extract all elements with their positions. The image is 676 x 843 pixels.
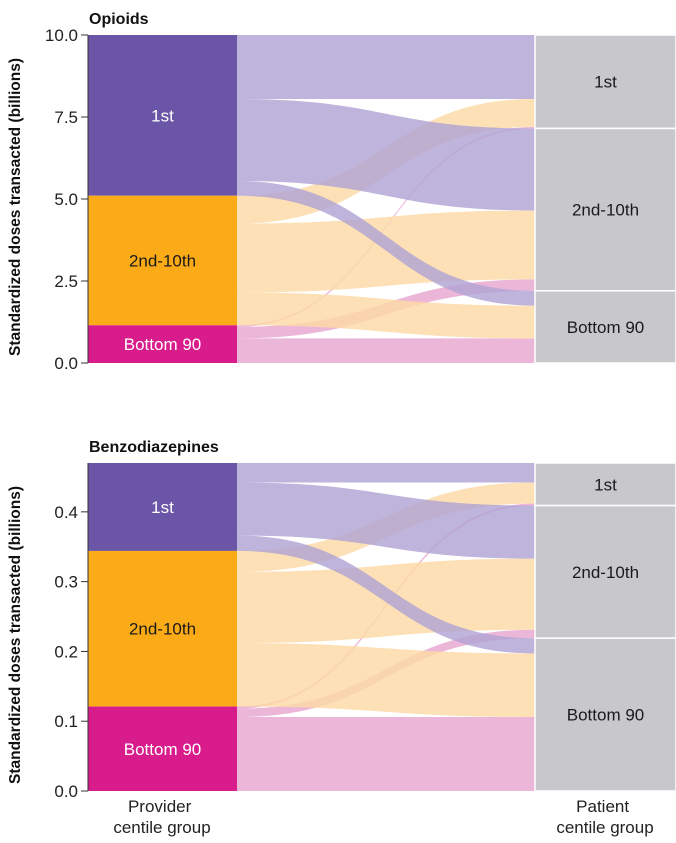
source-axis-label-line1: Provider — [128, 797, 192, 816]
panel-title: Benzodiazepines — [89, 439, 219, 456]
flow-2nd-10th-to-2nd-10th — [237, 210, 535, 293]
target-node-label-2nd-10th: 2nd-10th — [572, 201, 639, 220]
y-tick-label: 7.5 — [54, 108, 78, 127]
source-node-label-1st: 1st — [151, 106, 174, 125]
y-tick-label: 0.1 — [54, 712, 78, 731]
source-node-2nd-10th — [88, 195, 237, 326]
source-node-bottom-90 — [88, 706, 237, 791]
flow-1st-to-2nd-10th — [237, 482, 535, 559]
flow-2nd-10th-to-bottom-90 — [237, 292, 535, 339]
flow-2nd-10th-to-bottom-90 — [237, 643, 535, 718]
target-node-label-2nd-10th: 2nd-10th — [572, 563, 639, 582]
flow-1st-to-2nd-10th — [237, 98, 535, 211]
y-tick-label: 0.0 — [54, 354, 78, 373]
flow-bottom-90-to-bottom-90 — [237, 717, 535, 791]
target-node-label-1st: 1st — [594, 73, 617, 92]
target-node-label-bottom-90: Bottom 90 — [567, 318, 645, 337]
flows — [237, 463, 535, 791]
y-axis-label: Standardized doses transacted (billions) — [7, 486, 24, 784]
panel-title: Opioids — [89, 11, 149, 28]
y-tick-label: 0.0 — [54, 782, 78, 801]
flow-1st-to-1st — [237, 35, 535, 99]
target-node-1st — [534, 34, 676, 130]
target-node-2nd-10th — [534, 127, 676, 292]
source-node-label-bottom-90: Bottom 90 — [124, 335, 202, 354]
source-node-1st — [88, 35, 237, 196]
source-node-bottom-90 — [88, 325, 237, 363]
target-axis-label: Patient centile group — [556, 797, 653, 837]
flow-bottom-90-to-bottom-90 — [237, 338, 535, 363]
source-node-label-2nd-10th: 2nd-10th — [129, 620, 196, 639]
flow-1st-to-1st — [237, 463, 535, 483]
flow-1st-to-bottom-90 — [237, 535, 535, 654]
y-tick-label: 5.0 — [54, 190, 78, 209]
y-tick-label: 0.3 — [54, 573, 78, 592]
flow-1st-to-bottom-90 — [237, 180, 535, 306]
target-axis-label-line1: Patient — [576, 797, 629, 816]
y-tick-label: 10.0 — [45, 26, 78, 45]
source-node-2nd-10th — [88, 550, 237, 707]
target-node-label-bottom-90: Bottom 90 — [567, 706, 645, 725]
y-axis-label: Standardized doses transacted (billions) — [7, 58, 24, 356]
target-node-bottom-90 — [534, 290, 676, 364]
target-node-bottom-90 — [534, 637, 676, 792]
source-node-label-1st: 1st — [151, 498, 174, 517]
panel-benzodiazepines: 1st 2nd-10th Bottom 90 1st 2nd-10th Bottom 90… — [7, 439, 676, 801]
panel-opioids: 1st 2nd-10th Bottom 90 1st 2nd-10th Bottom 90… — [7, 11, 676, 373]
source-node-label-2nd-10th: 2nd-10th — [129, 252, 196, 271]
target-axis-label-line2: centile group — [556, 818, 653, 837]
flows — [237, 35, 535, 363]
source-axis-label: Provider centile group — [113, 797, 210, 837]
source-axis-label-line2: centile group — [113, 818, 210, 837]
source-node-1st — [88, 463, 237, 551]
y-tick-label: 0.2 — [54, 642, 78, 661]
y-tick-label: 0.4 — [54, 503, 78, 522]
source-node-label-bottom-90: Bottom 90 — [124, 740, 202, 759]
target-node-1st — [534, 462, 676, 507]
target-node-2nd-10th — [534, 504, 676, 639]
y-tick-label: 2.5 — [54, 272, 78, 291]
target-node-label-1st: 1st — [594, 475, 617, 494]
